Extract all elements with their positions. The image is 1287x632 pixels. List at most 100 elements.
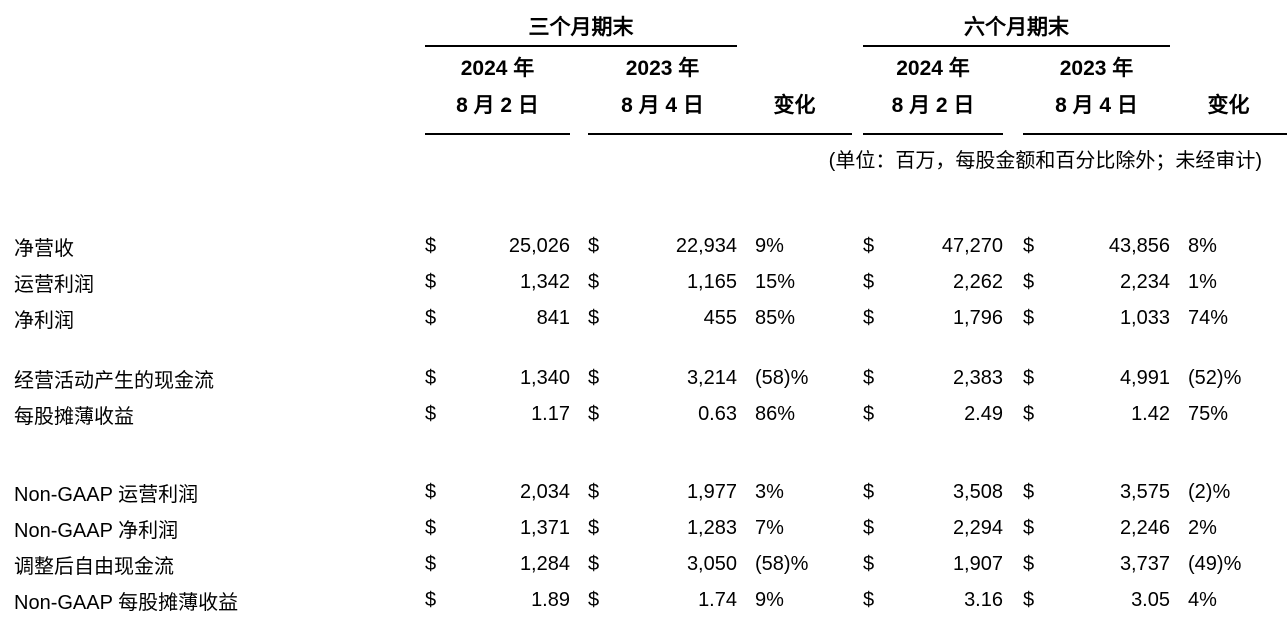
value-3mo-2023: 3,214 [686, 366, 737, 389]
period-header-3mo: 三个月期末 [425, 4, 737, 47]
column-gap [570, 264, 588, 300]
column-gap [570, 300, 588, 336]
section-gap [852, 264, 863, 300]
value-3mo-2023: 1,165 [686, 270, 737, 293]
value-6mo-2023: 4,991 [1119, 366, 1170, 389]
value-6mo-2024: 2,383 [952, 366, 1003, 389]
row-label: Non-GAAP 运营利润 [14, 483, 199, 506]
column-gap [570, 46, 588, 134]
section-gap [852, 46, 863, 134]
value-6mo-2024: 3.16 [964, 588, 1003, 611]
column-gap [1003, 46, 1023, 134]
change-6mo: 8% [1188, 234, 1217, 257]
col-header-6mo-2024: 2024 年 8 月 2 日 [863, 46, 1003, 135]
table-row-adjusted-free-cash-flow: 调整后自由现金流 $ 1,284 $ 3,050 (58)% $ 1,907 $… [0, 546, 1287, 582]
change-3mo: 85% [755, 306, 796, 329]
change-3mo: 7% [755, 516, 784, 539]
currency-symbol: $ [1023, 306, 1035, 329]
units-note: (单位：百万，每股金额和百分比除外；未经审计) [828, 150, 1262, 172]
value-3mo-2024: 1,340 [519, 366, 570, 389]
row-label: 净营收 [14, 237, 74, 260]
value-3mo-2023: 22,934 [675, 234, 737, 257]
row-label: 每股摊薄收益 [14, 405, 134, 428]
currency-symbol: $ [588, 366, 600, 389]
value-3mo-2023: 1,977 [686, 480, 737, 503]
column-gap [1003, 300, 1023, 336]
table-row-non-gaap-diluted-eps: Non-GAAP 每股摊薄收益 $ 1.89 $ 1.74 9% $ 3.16 … [0, 582, 1287, 618]
column-gap [1003, 360, 1023, 396]
change-3mo: (58)% [755, 552, 809, 575]
currency-symbol: $ [588, 516, 600, 539]
value-3mo-2023: 455 [703, 306, 737, 329]
value-3mo-2024: 1,371 [519, 516, 570, 539]
currency-symbol: $ [425, 480, 437, 503]
row-label: 运营利润 [14, 273, 94, 296]
currency-symbol: $ [588, 552, 600, 575]
column-gap [1003, 264, 1023, 300]
year-label: 2023 年 [1059, 57, 1134, 80]
change-6mo: (52)% [1188, 366, 1242, 389]
currency-symbol: $ [863, 270, 875, 293]
currency-symbol: $ [863, 402, 875, 425]
value-6mo-2024: 2,262 [952, 270, 1003, 293]
currency-symbol: $ [425, 552, 437, 575]
table-row-non-gaap-net-income: Non-GAAP 净利润 $ 1,371 $ 1,283 7% $ 2,294 … [0, 510, 1287, 546]
col-header-3mo-2023: 2023 年 8 月 4 日 [588, 46, 737, 135]
period-header-6mo: 六个月期末 [863, 4, 1170, 47]
period-header-row: 三个月期末 六个月期末 [0, 4, 1287, 47]
col-header-3mo-2024: 2024 年 8 月 2 日 [425, 46, 570, 135]
currency-symbol: $ [425, 234, 437, 257]
section-gap [852, 228, 863, 264]
value-3mo-2024: 1.89 [531, 588, 570, 611]
value-6mo-2023: 3,575 [1119, 480, 1170, 503]
change-3mo: 9% [755, 234, 784, 257]
value-3mo-2024: 25,026 [508, 234, 570, 257]
column-gap [570, 546, 588, 582]
year-label: 2024 年 [460, 57, 535, 80]
date-header-row: 2024 年 8 月 2 日 2023 年 8 月 4 日 变化 2024 年 … [0, 46, 1287, 135]
change-6mo: (2)% [1188, 480, 1231, 503]
currency-symbol: $ [1023, 402, 1035, 425]
column-gap [1003, 228, 1023, 264]
column-gap [570, 228, 588, 264]
column-gap [1003, 546, 1023, 582]
column-gap [570, 582, 588, 618]
column-gap [570, 510, 588, 546]
year-label: 2023 年 [625, 57, 700, 80]
table-row-net-income: 净利润 $ 841 $ 455 85% $ 1,796 $ 1,033 74% [0, 300, 1287, 336]
label-column-spacer [0, 46, 425, 134]
currency-symbol: $ [1023, 516, 1035, 539]
currency-symbol: $ [863, 552, 875, 575]
value-6mo-2024: 2,294 [952, 516, 1003, 539]
change-6mo: 75% [1188, 402, 1229, 425]
change-6mo: 2% [1188, 516, 1217, 539]
value-3mo-2023: 1,283 [686, 516, 737, 539]
section-gap [852, 300, 863, 336]
units-note-row: (单位：百万，每股金额和百分比除外；未经审计) [0, 134, 1287, 182]
currency-symbol: $ [425, 588, 437, 611]
currency-symbol: $ [1023, 270, 1035, 293]
financial-summary-table: 三个月期末 六个月期末 2024 年 8 月 2 日 2023 年 8 月 4 … [0, 4, 1287, 618]
change-3mo: 9% [755, 588, 784, 611]
group-gap [0, 336, 1287, 360]
section-gap [852, 396, 863, 432]
value-3mo-2024: 2,034 [519, 480, 570, 503]
date-label: 8 月 4 日 [1055, 94, 1138, 117]
table-row-diluted-eps: 每股摊薄收益 $ 1.17 $ 0.63 86% $ 2.49 $ 1.42 7… [0, 396, 1287, 432]
change-column-spacer [737, 4, 852, 46]
change-3mo: 86% [755, 402, 796, 425]
value-6mo-2023: 43,856 [1108, 234, 1170, 257]
value-3mo-2024: 1.17 [531, 402, 570, 425]
year-label: 2024 年 [896, 57, 970, 80]
value-6mo-2023: 3,737 [1119, 552, 1170, 575]
row-label: Non-GAAP 每股摊薄收益 [14, 591, 239, 614]
currency-symbol: $ [863, 306, 875, 329]
currency-symbol: $ [588, 480, 600, 503]
column-gap [570, 396, 588, 432]
col-header-6mo-change: 变化 [1170, 46, 1287, 135]
value-3mo-2023: 0.63 [698, 402, 737, 425]
column-gap [1003, 396, 1023, 432]
column-gap [570, 360, 588, 396]
currency-symbol: $ [588, 306, 600, 329]
change-6mo: 1% [1188, 270, 1217, 293]
